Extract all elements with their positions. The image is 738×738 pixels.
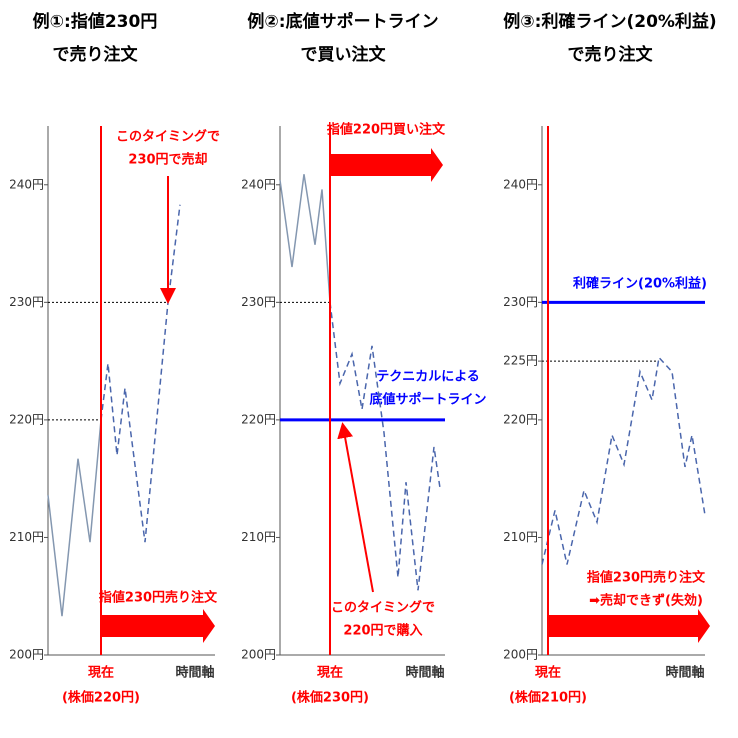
price-line bbox=[47, 419, 102, 617]
now-label: 現在 bbox=[535, 665, 561, 681]
order-label: 指値230円売り注文 bbox=[587, 570, 706, 586]
callout-arrow bbox=[337, 422, 374, 593]
order-arrow bbox=[101, 609, 215, 643]
callout-label: 220円で購入 bbox=[343, 623, 422, 639]
price-line bbox=[329, 302, 441, 591]
y-tick-label: 230円 bbox=[241, 295, 276, 309]
y-tick-label: 220円 bbox=[241, 412, 276, 426]
level-label: テクニカルによる bbox=[376, 370, 480, 385]
chart-title: 例③:利確ライン(20%利益) bbox=[503, 11, 716, 32]
now-label: (株価210円) bbox=[509, 690, 587, 706]
x-axis-label: 時間軸 bbox=[665, 665, 704, 681]
y-tick-label: 210円 bbox=[9, 530, 44, 544]
order-label: 指値220円買い注文 bbox=[327, 122, 446, 138]
y-tick-label: 230円 bbox=[9, 295, 44, 309]
now-label: 現在 bbox=[317, 665, 343, 681]
callout-label: このタイミングで bbox=[331, 600, 435, 616]
order-arrow bbox=[330, 148, 443, 182]
callout-label: このタイミングで bbox=[116, 129, 220, 145]
now-label: (株価220円) bbox=[62, 690, 140, 706]
y-tick-label: 210円 bbox=[241, 530, 276, 544]
y-tick-label: 220円 bbox=[503, 412, 538, 426]
x-axis-label: 時間軸 bbox=[175, 665, 214, 681]
chart-title: 例①:指値230円 bbox=[33, 11, 158, 32]
level-label: 利確ライン(20%利益) bbox=[573, 276, 707, 292]
order-arrow bbox=[548, 609, 710, 643]
y-tick-label: 225円 bbox=[503, 354, 538, 368]
now-label: (株価230円) bbox=[291, 690, 369, 706]
y-tick-label: 200円 bbox=[503, 648, 538, 662]
price-line bbox=[279, 174, 331, 303]
level-label: 底値サポートライン bbox=[369, 392, 486, 408]
y-tick-label: 230円 bbox=[503, 295, 538, 309]
price-line bbox=[541, 355, 706, 565]
y-tick-label: 200円 bbox=[9, 648, 44, 662]
y-tick-label: 240円 bbox=[241, 177, 276, 191]
order-label: 指値230円売り注文 bbox=[99, 590, 218, 606]
y-tick-label: 240円 bbox=[503, 177, 538, 191]
chart-title: 例②:底値サポートライン bbox=[247, 11, 438, 32]
chart-title: で売り注文 bbox=[53, 44, 139, 65]
callout-label: 230円で売却 bbox=[128, 152, 207, 168]
chart-title: で買い注文 bbox=[301, 44, 387, 65]
order-label: ➡売却できず(失効) bbox=[589, 593, 703, 609]
x-axis-label: 時間軸 bbox=[405, 665, 444, 681]
now-label: 現在 bbox=[88, 665, 114, 681]
chart-title: で売り注文 bbox=[568, 44, 654, 65]
y-tick-label: 240円 bbox=[9, 177, 44, 191]
y-tick-label: 200円 bbox=[241, 648, 276, 662]
y-tick-label: 220円 bbox=[9, 412, 44, 426]
y-tick-label: 210円 bbox=[503, 530, 538, 544]
